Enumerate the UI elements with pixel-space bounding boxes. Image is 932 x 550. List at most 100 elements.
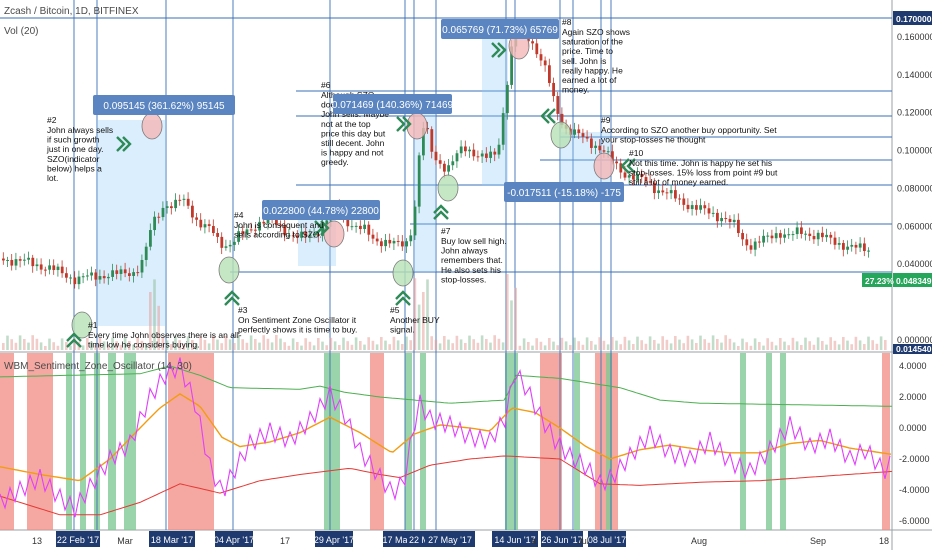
candle-body	[472, 149, 476, 157]
candle-body	[396, 240, 400, 242]
candle-body	[539, 54, 543, 61]
buy-chevron-icon	[433, 204, 449, 220]
candle-body	[464, 146, 467, 152]
volume-bar	[594, 344, 597, 350]
signal-circles	[71, 32, 615, 339]
candle-body	[867, 250, 870, 252]
candle-body	[459, 146, 463, 154]
date-label-text: 08 Jul '17	[588, 535, 626, 545]
volume-bar	[6, 335, 9, 350]
annotation-text: lot.	[47, 173, 58, 183]
candle-body	[161, 207, 165, 218]
volume-bar	[81, 345, 85, 350]
candle-body	[216, 233, 219, 237]
candle-body	[594, 145, 597, 148]
volume-bar	[783, 341, 786, 350]
date-label-text: 22 Feb '17	[57, 535, 99, 545]
signal-circle	[550, 121, 572, 149]
candle-body	[556, 96, 560, 114]
volume-bar	[779, 338, 782, 350]
volume-bar	[812, 344, 816, 350]
volume-bar	[249, 335, 253, 350]
price-tick-label: 0.120000	[897, 108, 932, 118]
candle-body	[426, 127, 429, 130]
time-tick-label: Sep	[810, 536, 826, 546]
volume-bar	[35, 338, 39, 350]
annotation-number: #7	[441, 226, 451, 236]
volume-bar	[388, 344, 391, 350]
green-zone	[324, 353, 340, 530]
candle-body	[182, 198, 186, 200]
volume-bar	[107, 345, 110, 350]
volume-bar	[758, 342, 761, 350]
annotation-text: John always	[441, 246, 488, 256]
volume-bar	[161, 336, 165, 350]
volume-bar	[73, 338, 76, 350]
candle-body	[506, 84, 509, 114]
volume-bar	[762, 345, 765, 350]
candle-body	[6, 259, 9, 261]
annotation-text: price. Time to	[562, 46, 613, 56]
volume-bar	[543, 345, 547, 350]
measure-label: 0.065769 (71.73%) 65769	[442, 25, 558, 36]
volume-bar	[371, 340, 375, 350]
candle-body	[489, 151, 492, 158]
candle-body	[241, 231, 245, 234]
candle-body	[325, 220, 329, 225]
volume-bar	[611, 337, 614, 350]
annotation-text: earned a lot of	[562, 75, 617, 85]
volume-bar	[140, 340, 144, 350]
candle-body	[317, 234, 320, 236]
candle-body	[153, 216, 156, 231]
candle-body	[531, 41, 534, 44]
candle-body	[178, 199, 182, 201]
candle-body	[291, 235, 295, 237]
candle-body	[77, 276, 81, 285]
volume-bar	[598, 337, 601, 350]
volume-bar	[417, 304, 421, 350]
candle-body	[296, 235, 299, 238]
volume-bar	[182, 343, 186, 350]
candle-body	[174, 199, 177, 209]
szo-ema-line	[0, 393, 892, 482]
volume-bar	[800, 345, 803, 350]
low-price-badge	[893, 344, 932, 354]
green-zone	[574, 353, 580, 530]
volume-bar	[564, 341, 568, 350]
candle-body	[186, 198, 190, 206]
volume-bar	[745, 342, 748, 350]
green-zone	[766, 353, 772, 530]
candle-body	[60, 266, 64, 274]
candle-body	[321, 224, 324, 236]
volume-bar	[233, 343, 236, 350]
volume-bar	[350, 344, 354, 350]
measure-box	[441, 19, 559, 39]
candle-body	[854, 244, 858, 248]
szo-upper-band	[0, 365, 893, 407]
candle-body	[485, 153, 488, 158]
volume-bar	[275, 335, 278, 350]
volume-bar	[678, 339, 681, 350]
candle-body	[207, 224, 211, 227]
date-label-box	[315, 531, 353, 547]
candle-body	[686, 204, 690, 210]
candle-body	[443, 163, 446, 172]
volume-bar	[191, 340, 194, 350]
volume-bar	[480, 335, 484, 350]
candle-body	[674, 190, 677, 199]
annotation-text: Another BUY	[390, 315, 440, 325]
candle-body	[846, 246, 849, 250]
current-price-text: 0.048349	[896, 276, 932, 286]
candle-body	[199, 219, 203, 228]
candle-body	[749, 245, 753, 250]
volume-bar	[123, 337, 127, 350]
volume-bar	[401, 344, 404, 350]
volume-bar	[468, 335, 471, 350]
volume-bar	[711, 335, 715, 350]
volume-bar	[56, 345, 60, 350]
candle-body	[123, 269, 127, 274]
candle-body	[212, 226, 215, 234]
volume-bar	[821, 341, 824, 350]
red-zone	[168, 353, 214, 530]
volume-bar	[741, 338, 744, 350]
